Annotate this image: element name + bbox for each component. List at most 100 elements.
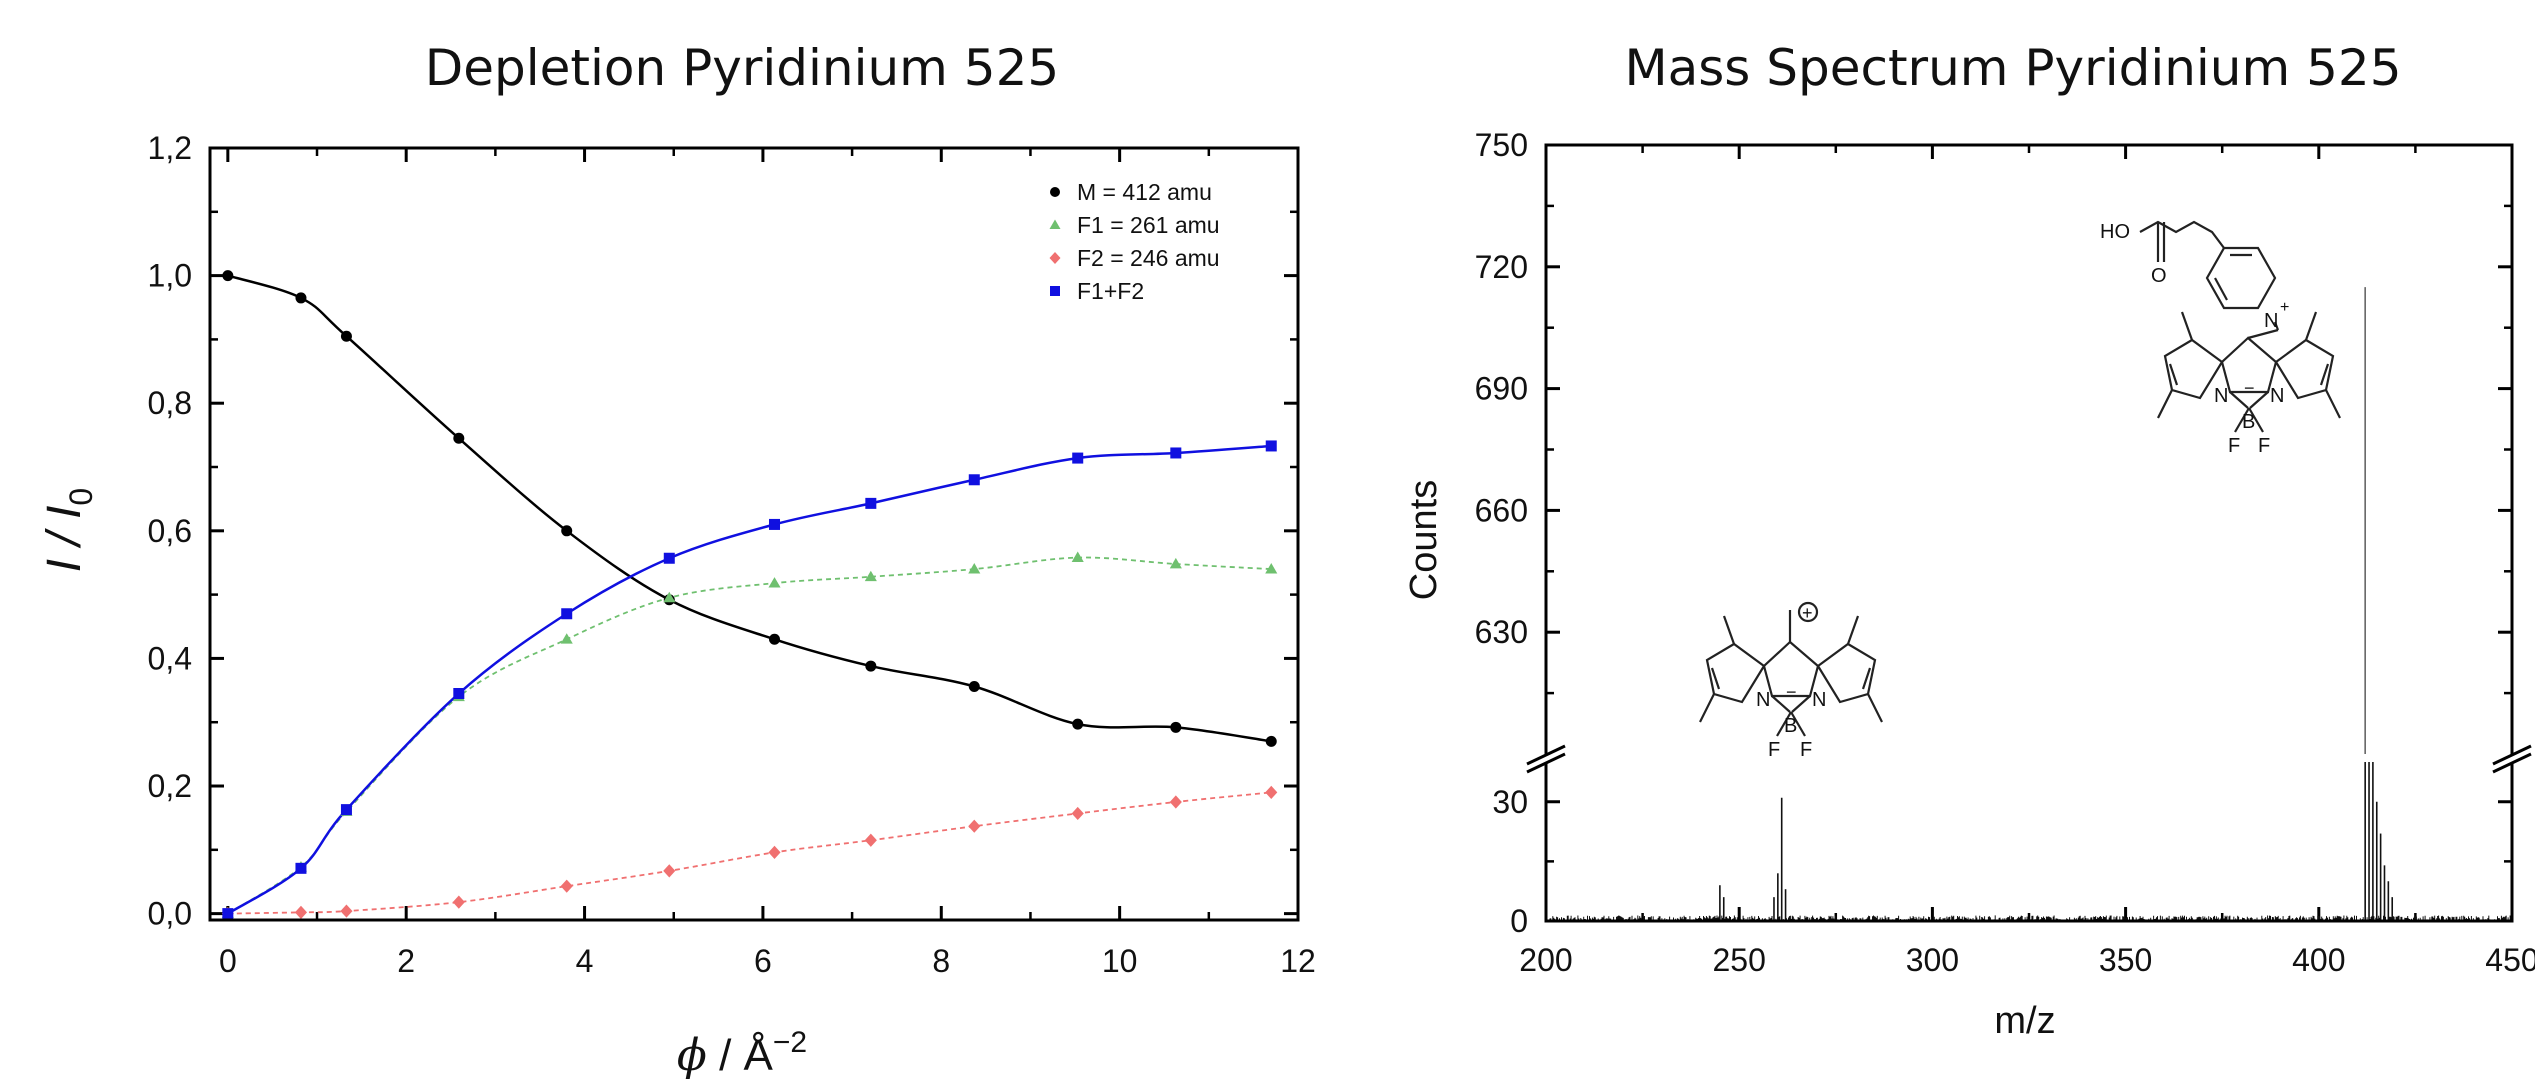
depletion-x-axis-label: ϕ / Å−2 [677, 1026, 807, 1081]
data-point [1265, 785, 1278, 799]
axis-break-right [2492, 744, 2532, 774]
fit-curve [227, 274, 1272, 743]
label-fragment-n-left: N [1756, 689, 1770, 711]
data-point [560, 633, 573, 644]
data-point [968, 474, 980, 486]
label-b: B [2242, 411, 2255, 433]
data-point [1050, 286, 1060, 296]
data-point [1265, 563, 1278, 574]
label-fragment-f-left: F [1768, 739, 1780, 761]
data-point [222, 270, 234, 282]
mass-spectrum-frame-upper [1544, 143, 2514, 754]
depletion-fit-curves [227, 274, 1272, 915]
data-point [865, 497, 877, 509]
depletion-y-axis-label-sub: 0 [63, 488, 99, 506]
mass-spectrum-chart: Mass Spectrum Pyridinium 525 Counts m/z … [1403, 39, 2535, 1042]
y-tick-label: 750 [1475, 127, 1528, 163]
data-point [663, 864, 676, 878]
mass-spectrum-x-axis-label: m/z [1994, 1000, 2055, 1042]
depletion-axes: 0 2 4 6 8 10 12 0,0 0,2 0,4 0,6 0,8 1,0 1,2 [148, 130, 1316, 979]
y-tick-label: 720 [1475, 249, 1528, 285]
data-point [1049, 219, 1061, 229]
label-n-plus-sign: + [2280, 299, 2289, 316]
label-ho: HO [2100, 221, 2130, 243]
data-point [1170, 447, 1182, 459]
y-tick-label: 0,8 [148, 385, 192, 421]
depletion-y-axis-label-main: I / I [38, 506, 91, 573]
legend-entry: M = 412 amu [1077, 179, 1212, 205]
label-b-minus: − [2244, 378, 2255, 398]
mass-spectrum-trace [1545, 287, 2513, 921]
data-point [768, 845, 781, 859]
molecule-structure-lower [1699, 601, 1883, 737]
y-tick-label: 1,0 [148, 258, 192, 294]
y-tick-label: 0,0 [148, 896, 192, 932]
depletion-legend: M = 412 amu F1 = 261 amu F2 = 246 amu F1+F2 [1049, 179, 1220, 304]
y-tick-label: 660 [1475, 492, 1528, 528]
depletion-chart-title: Depletion Pyridinium 525 [425, 39, 1059, 97]
data-point [295, 292, 307, 304]
depletion-x-axis-label-unit: / Å [707, 1031, 774, 1080]
fit-curve [227, 444, 1272, 915]
y-tick-label: 30 [1492, 784, 1528, 820]
data-point [1049, 252, 1061, 264]
label-n-pyridinium: N [2264, 310, 2278, 332]
data-point [1169, 795, 1182, 809]
legend-entry: F1 = 261 amu [1077, 212, 1220, 238]
data-point [1071, 806, 1084, 821]
label-charge-plus: + [1802, 603, 1813, 623]
label-n-left: N [2214, 385, 2228, 407]
data-point [968, 819, 981, 833]
x-tick-label: 10 [1102, 943, 1138, 979]
molecule-labels-upper: HO O N + N N B − F F [2100, 221, 2289, 457]
axis-break-left [1526, 744, 1566, 774]
data-point [968, 680, 980, 692]
depletion-chart: Depletion Pyridinium 525 I / I0 ϕ / Å−2 … [38, 39, 1316, 1081]
x-tick-label: 2 [397, 943, 415, 979]
mass-spectrum-axes: 200 250 300 350 400 450 0 30 630 660 690 720 750 [1475, 127, 2535, 978]
x-tick-label: 200 [1519, 942, 1572, 978]
fit-curve [227, 556, 1272, 915]
data-point [1050, 187, 1060, 197]
data-point [452, 895, 465, 909]
label-fragment-b-minus: − [1786, 682, 1797, 702]
data-point [864, 833, 877, 847]
y-tick-label: 0,4 [148, 640, 192, 676]
data-point [865, 660, 877, 672]
data-point [1169, 557, 1182, 569]
data-point [453, 432, 465, 444]
data-point [1265, 735, 1277, 747]
label-n-right: N [2270, 385, 2284, 407]
data-point [768, 577, 781, 588]
data-point [561, 608, 573, 620]
x-tick-label: 250 [1713, 942, 1766, 978]
data-point [340, 804, 352, 816]
y-tick-label: 1,2 [148, 130, 192, 166]
data-point [1071, 551, 1084, 563]
y-tick-label: 630 [1475, 614, 1528, 650]
label-fragment-n-right: N [1812, 689, 1826, 711]
data-point [968, 563, 981, 574]
label-fragment-b: B [1784, 715, 1797, 737]
y-tick-label: 690 [1475, 371, 1528, 407]
data-point [1072, 718, 1084, 730]
data-point [769, 518, 781, 530]
data-point [340, 330, 352, 342]
data-point [1170, 721, 1182, 733]
y-tick-label: 0 [1510, 903, 1528, 939]
x-tick-label: 400 [2292, 942, 2345, 978]
data-point [453, 688, 465, 700]
mass-spectrum-y-axis-label: Counts [1403, 480, 1445, 600]
x-tick-label: 300 [1906, 942, 1959, 978]
data-point [560, 879, 573, 893]
molecule-labels-lower: + N N B − F F [1756, 603, 1826, 761]
label-f-left: F [2228, 435, 2240, 457]
data-point [561, 525, 573, 537]
x-tick-label: 350 [2099, 942, 2152, 978]
x-tick-label: 12 [1280, 943, 1316, 979]
y-tick-label: 0,6 [148, 513, 192, 549]
data-point [864, 570, 877, 582]
fit-curve [227, 791, 1272, 915]
y-tick-label: 0,2 [148, 768, 192, 804]
